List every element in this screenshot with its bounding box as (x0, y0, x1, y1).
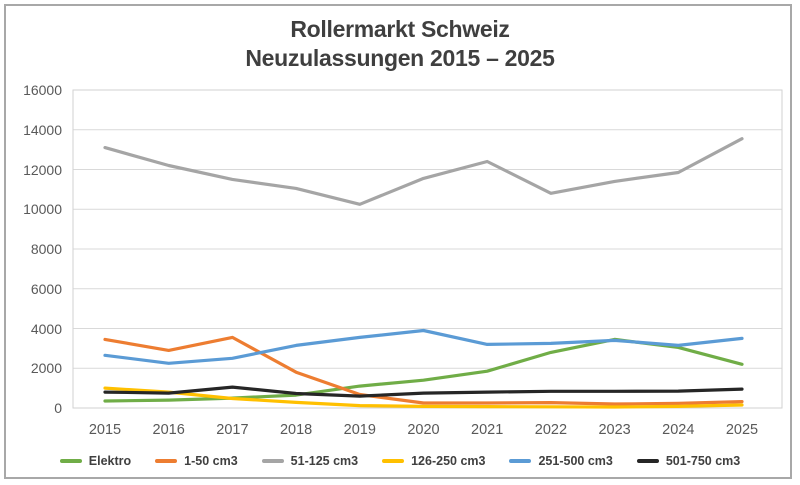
y-axis-tick-label: 16000 (23, 82, 62, 98)
y-axis-tick-label: 2000 (30, 360, 62, 377)
x-axis-tick-label: 2024 (662, 422, 695, 438)
legend-label: 251-500 cm3 (538, 454, 613, 468)
legend-label: 51-125 cm3 (290, 454, 359, 468)
x-axis-tick-label: 2019 (343, 422, 376, 438)
line-series-501-750-cm3 (103, 385, 744, 398)
y-axis-tick-label: 0 (54, 400, 62, 416)
legend: Elektro 1-50 cm3 51-125 cm3 126-250 cm3 251-… (0, 449, 800, 473)
legend-item: 126-250 cm3 (382, 454, 485, 468)
legend-item: 501-750 cm3 (636, 454, 741, 468)
x-axis-tick-label: 2022 (534, 422, 568, 438)
legend-line-marker-icon (261, 458, 284, 464)
legend-label: Elektro (88, 454, 132, 468)
chart-title: Rollermarkt Schweiz (290, 16, 510, 42)
y-axis-tick-label: 10000 (23, 201, 62, 218)
legend-line-marker-icon (155, 458, 178, 464)
legend-label: 1-50 cm3 (184, 454, 238, 468)
line-series-1-50-cm3 (103, 335, 744, 406)
line-series-251-500-cm3 (103, 328, 744, 365)
y-axis-tick-label: 14000 (23, 121, 62, 138)
x-axis-tick-label: 2015 (88, 422, 122, 438)
chart-title-block: Rollermarkt Schweiz Neuzulassungen 2015 … (0, 15, 800, 73)
y-axis-tick-label: 8000 (30, 241, 62, 257)
legend-label: 501-750 cm3 (665, 454, 741, 468)
y-axis-tick-label: 12000 (23, 161, 62, 178)
legend-label: 126-250 cm3 (411, 454, 486, 468)
legend-item: 1-50 cm3 (155, 454, 238, 468)
legend-line-marker-icon (382, 458, 405, 464)
y-axis-tick-label: 4000 (30, 320, 62, 337)
x-axis-tick-label: 2017 (216, 422, 249, 438)
line-series-126-250-cm3 (103, 386, 744, 409)
line-series-51-125-cm3 (103, 137, 744, 206)
legend-line-marker-icon (509, 458, 532, 464)
y-axis-tick-label: 6000 (30, 280, 62, 297)
legend-line-marker-icon (636, 458, 659, 464)
x-axis-tick-label: 2025 (725, 422, 759, 438)
x-axis-tick-label: 2016 (152, 422, 185, 438)
legend-item: Elektro (59, 454, 132, 468)
x-axis-tick-label: 2020 (407, 422, 440, 438)
x-axis-tick-label: 2023 (598, 422, 631, 438)
legend-line-marker-icon (59, 458, 82, 464)
x-axis-tick-label: 2018 (279, 422, 313, 438)
legend-item: 251-500 cm3 (509, 454, 613, 468)
legend-item: 51-125 cm3 (261, 454, 359, 468)
chart-subtitle: Neuzulassungen 2015 – 2025 (245, 45, 555, 71)
x-axis-tick-label: 2021 (471, 422, 504, 438)
